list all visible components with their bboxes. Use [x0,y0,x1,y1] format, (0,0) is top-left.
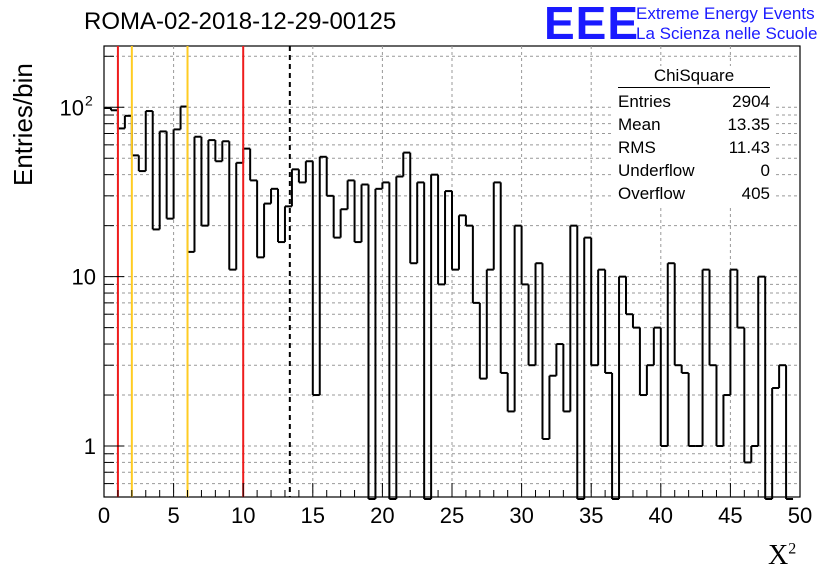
x-tick-label: 0 [98,503,110,528]
stats-value: 405 [741,184,770,203]
x-tick-label: 35 [579,503,603,528]
stats-row-underflow: Underflow 0 [612,159,776,182]
stats-label: Overflow [618,184,686,203]
x-tick-label: 20 [370,503,394,528]
x-tick-label: 5 [167,503,179,528]
x-axis-label-sup: 2 [788,540,797,558]
x-tick-label: 15 [301,503,325,528]
y-tick-label-exponent: 2 [85,92,93,108]
x-tick-label: 40 [649,503,673,528]
stats-label: Underflow [618,161,695,180]
eee-logo-line1: Extreme Energy Events [636,4,815,23]
stats-row-entries: Entries 2904 [612,90,776,113]
stats-label: RMS [618,138,656,157]
chart-title: ROMA-02-2018-12-29-00125 [84,8,397,35]
x-axis-label-base: X [768,540,789,571]
stats-label: Mean [618,115,661,134]
eee-logo-line2: La Scienza nelle Scuole [636,24,818,43]
reference-lines [116,46,291,497]
stats-row-rms: RMS 11.43 [612,136,776,159]
x-axis-label: X2 [768,540,796,572]
stats-value: 0 [760,161,770,180]
y-tick-label: 10 [60,95,84,120]
stats-row-overflow: Overflow 405 [612,182,776,205]
stats-value: 11.43 [728,138,770,157]
y-tick-label: 10 [72,265,96,290]
x-tick-label: 30 [509,503,533,528]
stats-label: Entries [618,92,671,111]
stats-value: 13.35 [727,115,770,134]
stats-value: 2904 [732,92,770,111]
x-tick-label: 10 [231,503,255,528]
stats-box: ChiSquare Entries 2904 Mean 13.35 RMS 11… [612,66,776,205]
stats-row-mean: Mean 13.35 [612,113,776,136]
x-tick-label: 25 [440,503,464,528]
y-axis-label: Entries/bin [8,63,38,186]
eee-logo-mark: EEE [544,0,640,49]
x-tick-label: 50 [788,503,812,528]
y-tick-label: 1 [84,434,96,459]
x-tick-label: 45 [718,503,742,528]
histogram-bars [104,105,794,500]
stats-title: ChiSquare [618,66,770,88]
